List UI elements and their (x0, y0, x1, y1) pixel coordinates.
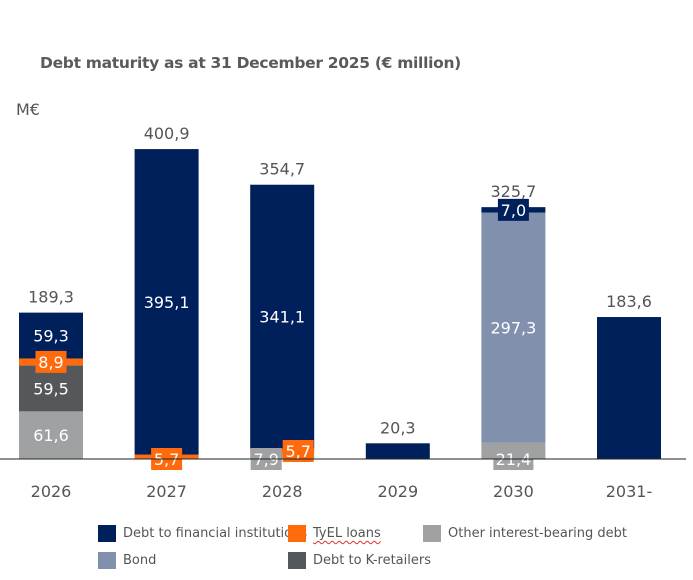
legend-label: Bond (123, 553, 157, 568)
bar-segment (134, 149, 199, 455)
total-label: 189,3 (28, 288, 74, 307)
legend-label: Debt to financial institutions (123, 526, 308, 541)
data-label: 59,5 (33, 379, 69, 398)
y-axis-unit-label: M€ (16, 100, 40, 119)
data-label: 341,1 (259, 308, 305, 327)
data-label: 7,0 (501, 201, 526, 220)
x-tick-label: 2029 (377, 482, 418, 501)
legend-item-other-debt: Other interest-bearing debt (423, 525, 627, 542)
data-label-box (35, 350, 67, 373)
legend-label: Debt to K-retailers (313, 553, 431, 568)
legend-swatch (98, 525, 116, 542)
data-label: 5,7 (285, 442, 310, 461)
legend-label: Other interest-bearing debt (448, 526, 628, 541)
bar-segment (365, 443, 430, 459)
total-label: 354,7 (259, 160, 305, 179)
total-label: 325,7 (490, 182, 536, 201)
x-tick-label: 2028 (262, 482, 303, 501)
x-tick-label: 2031- (606, 482, 653, 501)
legend-item-bond: Bond (98, 552, 156, 569)
legend-label: TyEL loans (313, 526, 381, 541)
data-label-box (282, 440, 314, 462)
total-label: 20,3 (380, 418, 416, 437)
legend-swatch (423, 525, 441, 542)
bar-segment (19, 312, 83, 359)
total-label: 400,9 (144, 124, 190, 143)
x-tick-label: 2026 (31, 482, 72, 501)
legend-swatch (288, 525, 306, 542)
total-label: 183,6 (606, 292, 652, 311)
data-label: 395,1 (144, 293, 190, 312)
x-tick-label: 2027 (146, 482, 187, 501)
bar-segment (250, 448, 315, 453)
bar-segment (19, 365, 83, 412)
x-tick-label: 2030 (493, 482, 534, 501)
bar-segment (250, 184, 315, 449)
data-label: 61,6 (33, 426, 69, 445)
chart-title: Debt maturity as at 31 December 2025 (€ … (40, 54, 461, 72)
data-label: 8,9 (38, 353, 63, 372)
data-label: 59,3 (33, 327, 69, 346)
legend-swatch (98, 552, 116, 569)
legend-swatch (288, 552, 306, 569)
bar-segment (597, 317, 661, 459)
bar-segment (481, 212, 546, 443)
legend-item-k-retailers: Debt to K-retailers (288, 552, 431, 569)
bar-segment (250, 452, 315, 459)
legend-item-tyel-loans: TyEL loans (288, 525, 381, 542)
bar-segment (19, 411, 83, 459)
data-label: 297,3 (490, 319, 536, 338)
legend-item-financial-institutions: Debt to financial institutions (98, 525, 307, 542)
data-label-box (497, 198, 529, 221)
